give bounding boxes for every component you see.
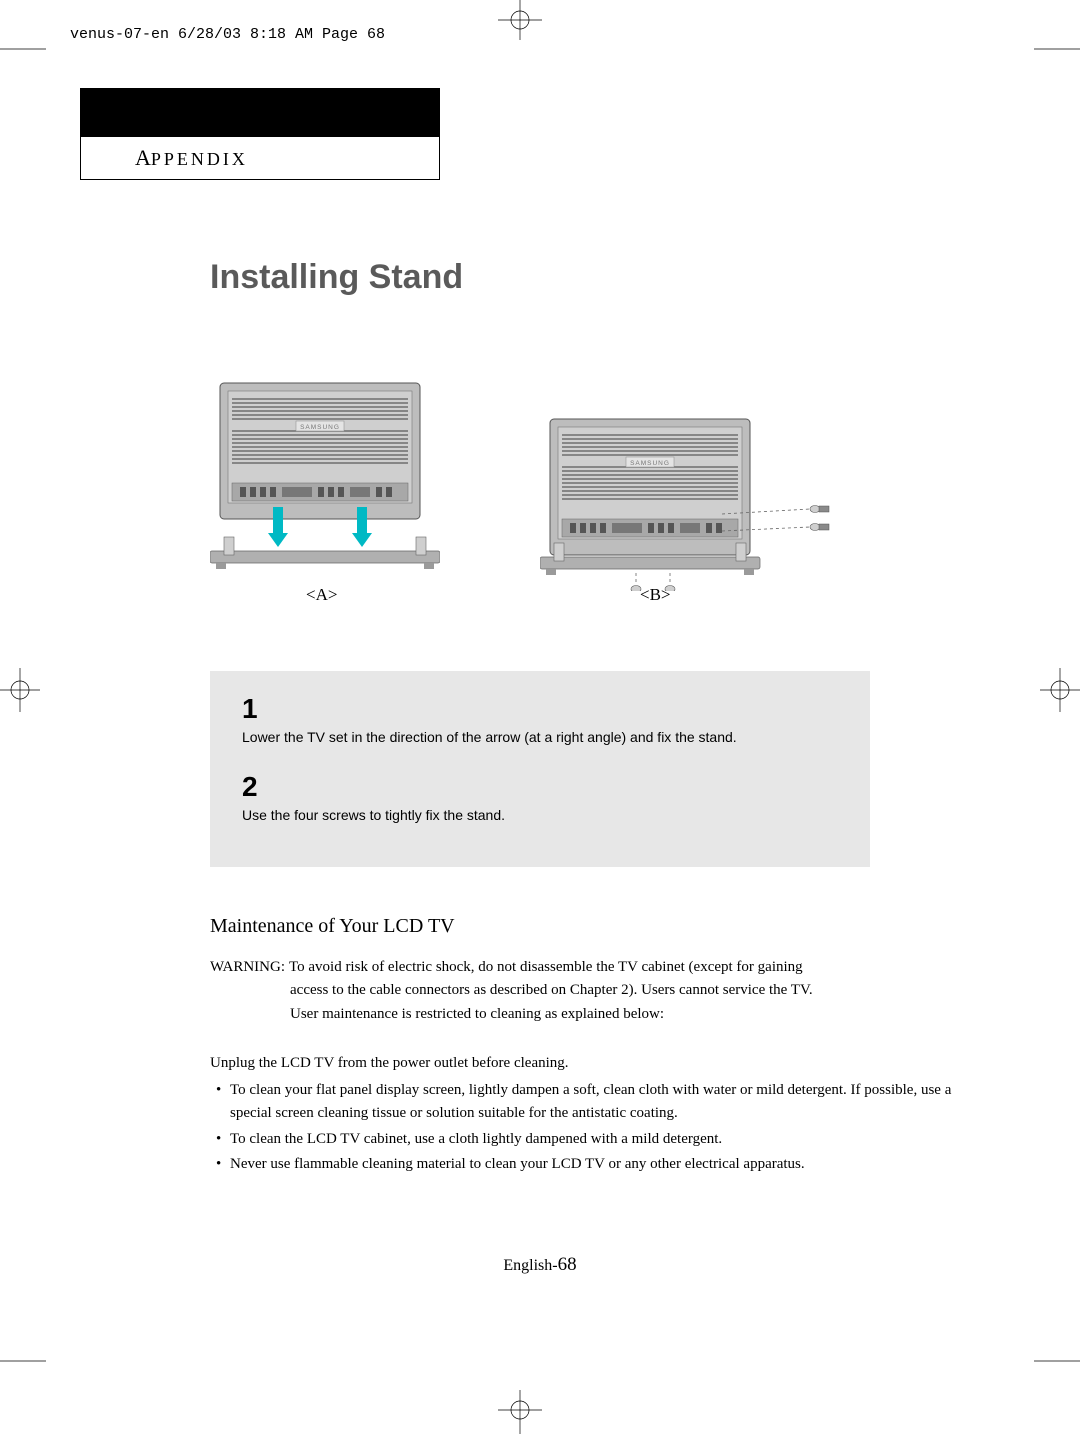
appendix-first-letter: A: [135, 145, 151, 170]
warning-line3: User maintenance is restricted to cleani…: [210, 1003, 970, 1026]
page-content: APPENDIX Installing Stand: [80, 88, 1000, 1178]
appendix-box: APPENDIX: [80, 88, 440, 180]
trim-top-right: [1034, 48, 1080, 50]
step-1-text: Lower the TV set in the direction of the…: [242, 729, 838, 745]
steps-box: 1 Lower the TV set in the direction of t…: [210, 671, 870, 867]
bullet-item: To clean your flat panel display screen,…: [210, 1079, 970, 1126]
figure-b: SAMSUNG: [540, 411, 840, 596]
appendix-black-bar: [81, 89, 439, 137]
step-2-text: Use the four screws to tightly fix the s…: [242, 807, 838, 823]
crop-mark-bottom: [490, 1374, 550, 1434]
step-1: 1 Lower the TV set in the direction of t…: [242, 693, 838, 745]
warning-block: WARNING: To avoid risk of electric shock…: [210, 956, 970, 1026]
step-1-number: 1: [242, 693, 838, 725]
crop-mark-left: [0, 660, 56, 720]
print-header: venus-07-en 6/28/03 8:18 AM Page 68: [70, 26, 385, 43]
svg-text:SAMSUNG: SAMSUNG: [630, 460, 670, 467]
maintenance-heading: Maintenance of Your LCD TV: [210, 915, 1000, 938]
warning-line1: To avoid risk of electric shock, do not …: [285, 956, 970, 979]
crop-mark-top: [490, 0, 550, 56]
bullet-item: Never use flammable cleaning material to…: [210, 1153, 970, 1176]
maintenance-bullets: To clean your flat panel display screen,…: [210, 1079, 970, 1176]
trim-bottom-left: [0, 1360, 60, 1362]
footer-number: 68: [558, 1254, 577, 1275]
footer-page: English-68: [0, 1254, 1080, 1276]
warning-line2: access to the cable connectors as descri…: [210, 979, 970, 1002]
figures-area: SAMSUNG: [210, 375, 870, 625]
warning-label: WARNING:: [210, 956, 285, 979]
appendix-rest: PPENDIX: [151, 149, 248, 169]
step-2-number: 2: [242, 771, 838, 803]
svg-text:SAMSUNG: SAMSUNG: [300, 424, 340, 431]
trim-bottom-right: [1034, 1360, 1080, 1362]
page-title: Installing Stand: [210, 258, 1000, 297]
crop-mark-right: [1024, 660, 1080, 720]
appendix-label: APPENDIX: [81, 137, 439, 179]
trim-top-left: [0, 48, 60, 50]
footer-lang: English-: [503, 1257, 557, 1274]
bullet-item: To clean the LCD TV cabinet, use a cloth…: [210, 1128, 970, 1151]
figure-a-label: <A>: [306, 585, 337, 605]
unplug-line: Unplug the LCD TV from the power outlet …: [210, 1052, 970, 1075]
step-2: 2 Use the four screws to tightly fix the…: [242, 771, 838, 823]
figure-a: SAMSUNG: [210, 375, 440, 580]
figure-b-label: <B>: [640, 585, 671, 605]
